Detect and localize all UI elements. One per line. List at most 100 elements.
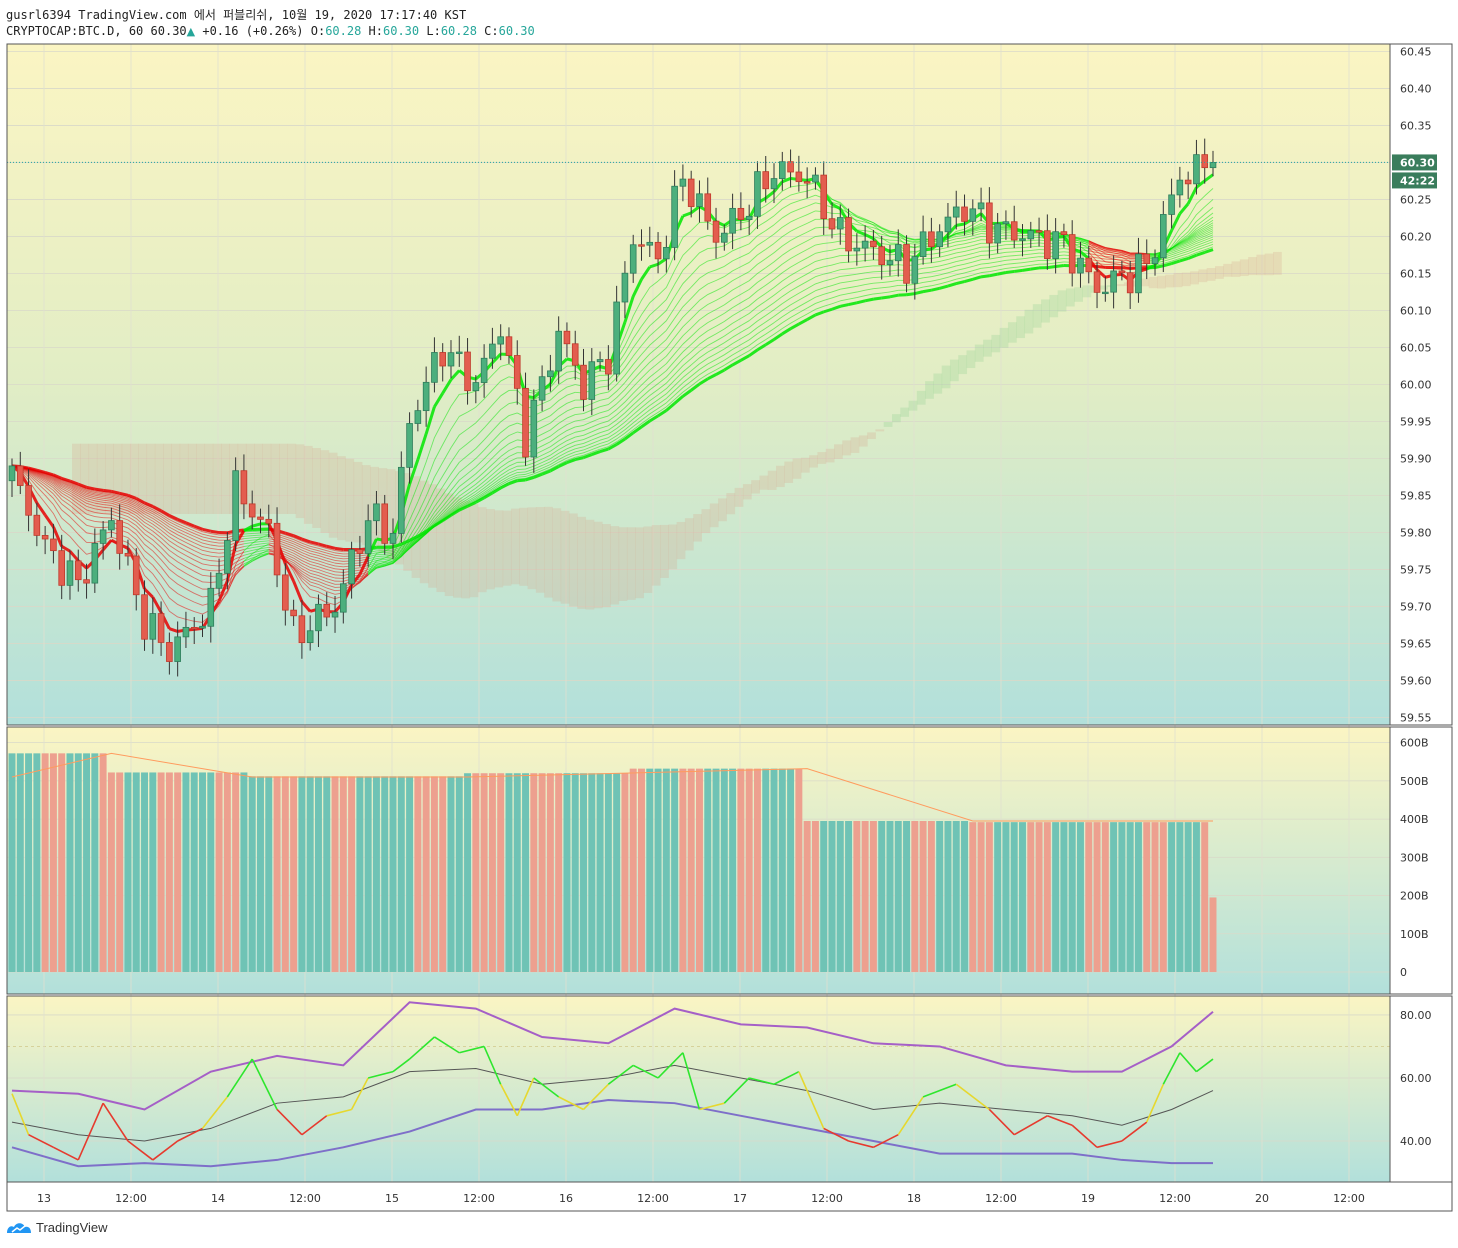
ema-ribbon-segment xyxy=(815,300,824,304)
cloud-segment xyxy=(701,509,711,534)
ema-ribbon-segment xyxy=(690,374,700,382)
ema-ribbon-segment xyxy=(591,448,601,453)
volume-bar xyxy=(182,772,190,972)
ema-ribbon-segment xyxy=(301,540,311,545)
ema-ribbon-segment xyxy=(583,435,592,440)
ema-ribbon-segment xyxy=(1196,225,1205,232)
ema-ribbon-segment xyxy=(1171,251,1181,256)
cloud-segment xyxy=(1032,304,1042,328)
ema-ribbon-segment xyxy=(1187,233,1197,240)
volume-bar xyxy=(232,772,240,972)
ema-ribbon-segment xyxy=(608,428,617,435)
ema-ribbon-segment xyxy=(823,264,833,268)
ema-ribbon-segment xyxy=(533,465,543,470)
cloud-segment xyxy=(494,510,504,588)
volume-bar xyxy=(323,776,331,972)
symbol-name[interactable]: CRYPTOCAP:BTC.D, 60 xyxy=(6,24,144,38)
ema-ribbon-segment xyxy=(947,248,957,252)
ema-ribbon-segment xyxy=(103,490,112,493)
ema-ribbon-segment xyxy=(956,259,965,262)
ema-ribbon-segment xyxy=(649,376,659,385)
ema-ribbon-segment xyxy=(798,295,808,301)
ema-ribbon-segment xyxy=(558,448,568,454)
ema-ribbon-segment xyxy=(500,482,510,490)
ema-ribbon-segment xyxy=(525,462,534,467)
ema-ribbon-segment xyxy=(566,456,576,461)
candle-body xyxy=(190,626,198,630)
ema-ribbon-segment xyxy=(61,482,71,487)
ema-ribbon-segment xyxy=(251,547,261,555)
ema-ribbon-segment xyxy=(748,245,758,254)
ema-ribbon-segment xyxy=(458,465,468,473)
ema-ribbon-segment xyxy=(732,354,742,361)
candle-body xyxy=(1110,270,1117,293)
ema-ribbon-segment xyxy=(251,537,261,544)
ema-ribbon-segment xyxy=(616,435,626,443)
ema-ribbon-segment xyxy=(972,219,982,226)
ema-ribbon-segment xyxy=(177,616,187,620)
ema-ribbon-segment xyxy=(773,263,783,272)
ema-ribbon-segment xyxy=(425,476,435,497)
ema-ribbon-segment xyxy=(889,232,899,235)
ema-ribbon-segment xyxy=(301,542,311,547)
cloud-segment xyxy=(212,443,222,515)
ema-ribbon-segment xyxy=(657,310,667,319)
cloud-segment xyxy=(279,443,288,515)
ema-ribbon-segment xyxy=(732,256,742,262)
time-tick-label: 20 xyxy=(1255,1192,1269,1205)
ema-ribbon-segment xyxy=(135,503,145,511)
ema-ribbon-segment xyxy=(160,529,170,538)
candle-body xyxy=(654,241,662,260)
ema-ribbon-segment xyxy=(467,487,477,495)
ema-ribbon-segment xyxy=(260,546,269,550)
ema-ribbon-segment xyxy=(782,258,791,265)
ema-ribbon-segment xyxy=(533,469,543,475)
ema-ribbon-segment xyxy=(400,546,410,557)
ema-ribbon-segment xyxy=(103,496,112,499)
ema-ribbon-segment xyxy=(931,286,940,292)
candle-body xyxy=(273,522,281,576)
candle-body xyxy=(240,470,248,505)
ema-ribbon-segment xyxy=(1204,212,1214,220)
ema-ribbon-segment xyxy=(682,364,692,373)
ema-ribbon-segment xyxy=(417,531,427,542)
ema-ribbon-segment xyxy=(409,533,419,545)
ema-ribbon-segment xyxy=(467,493,477,500)
rsi-line-segment xyxy=(1121,1121,1148,1142)
ema-ribbon-segment xyxy=(77,482,88,489)
ema-ribbon-segment xyxy=(194,533,203,538)
price-change: +0.16 (+0.26%) xyxy=(202,24,304,38)
ema-ribbon-segment xyxy=(160,537,170,546)
ema-ribbon-segment xyxy=(243,558,253,567)
ema-ribbon-segment xyxy=(575,454,584,458)
ema-ribbon-segment xyxy=(409,539,419,549)
cloud-segment xyxy=(593,521,603,609)
volume-bar xyxy=(116,772,124,972)
ema-ribbon-segment xyxy=(641,417,651,425)
ema-ribbon-segment xyxy=(442,429,452,445)
ema-ribbon-segment xyxy=(782,266,791,274)
ema-ribbon-segment xyxy=(715,255,725,260)
ema-ribbon-segment xyxy=(77,533,87,543)
ema-ribbon-segment xyxy=(358,555,370,576)
ema-ribbon-segment xyxy=(1047,258,1056,261)
ema-ribbon-segment xyxy=(715,276,725,281)
ema-ribbon-segment xyxy=(732,266,742,272)
ema-ribbon-segment xyxy=(1204,222,1214,228)
ema-ribbon-segment xyxy=(144,538,154,546)
ema-ribbon-segment xyxy=(1163,260,1172,264)
ema-ribbon-segment xyxy=(740,234,750,239)
ema-ribbon-segment xyxy=(61,484,71,490)
cloud-segment xyxy=(1264,253,1274,276)
ema-ribbon-segment xyxy=(674,283,684,297)
ema-ribbon-segment xyxy=(865,282,874,286)
ema-ribbon-segment xyxy=(541,407,551,413)
ema-ribbon-segment xyxy=(541,435,551,441)
ema-ribbon-segment xyxy=(906,239,915,242)
ema-ribbon-segment xyxy=(956,237,965,240)
ema-ribbon-segment xyxy=(1171,249,1181,254)
cloud-segment xyxy=(187,443,197,515)
ema-ribbon-segment xyxy=(748,282,758,290)
cloud-segment xyxy=(767,470,777,490)
